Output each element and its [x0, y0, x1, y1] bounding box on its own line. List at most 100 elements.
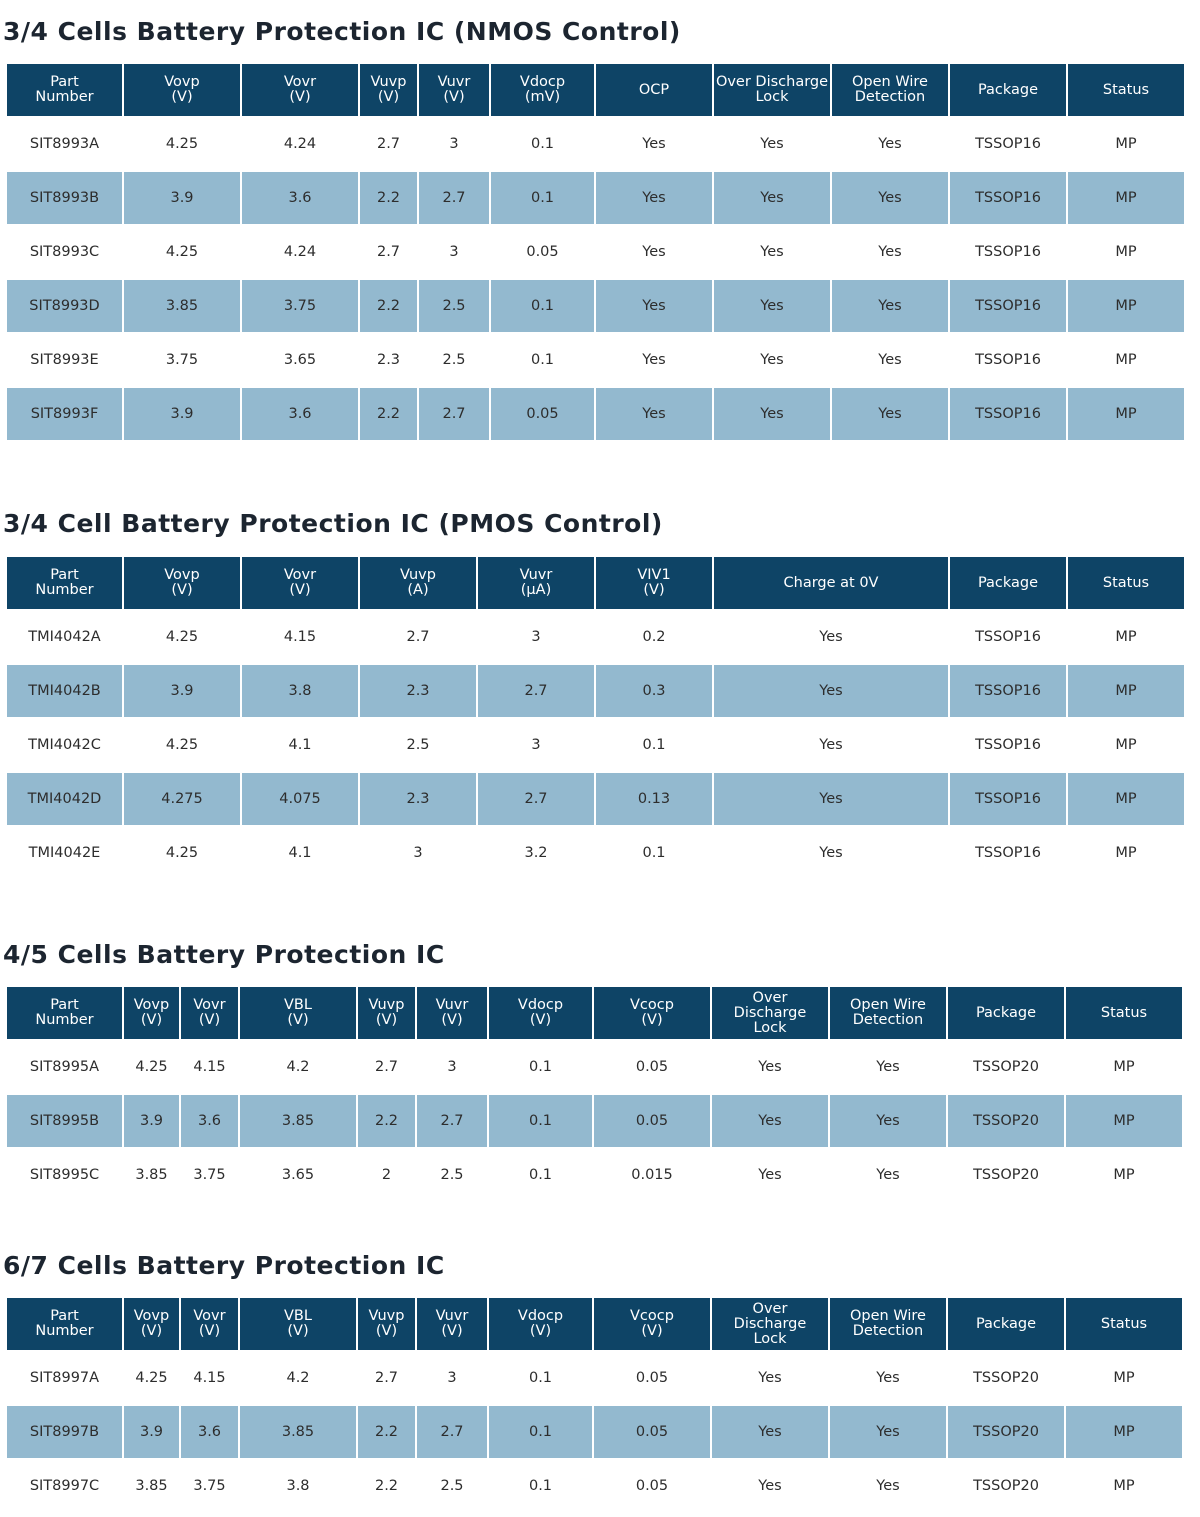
table-cell: MP [1068, 226, 1184, 278]
header-line: Part [50, 567, 79, 583]
table-cell: Yes [830, 1406, 946, 1458]
header-line: VIV1 [637, 567, 671, 583]
table-cell: Yes [714, 611, 948, 663]
table-cell: 0.1 [491, 334, 594, 386]
column-header-part: Part Number [7, 557, 122, 609]
table-cell: Yes [712, 1149, 828, 1201]
table-cell: MP [1068, 172, 1184, 224]
header-line: Part [50, 74, 79, 90]
column-header-viv1: VIV1 (V) [596, 557, 712, 609]
table-cell: 2.7 [360, 118, 417, 170]
table-cell: MP [1066, 1041, 1182, 1093]
table-cell: 3.85 [240, 1095, 356, 1147]
header-line: Number [35, 89, 94, 105]
table-cell: 3.2 [478, 827, 594, 879]
header-line: Part [50, 997, 79, 1013]
header-line: Vovp [164, 567, 200, 583]
part-number-cell: SIT8997A [7, 1352, 122, 1404]
table-cell: TSSOP16 [950, 773, 1066, 825]
header-line: Number [35, 1012, 94, 1028]
header-line: Lock [755, 89, 789, 105]
header-line: (V) [140, 1323, 163, 1339]
header-line: Vovr [283, 567, 317, 583]
table-cell: MP [1066, 1352, 1182, 1404]
table-cell: TSSOP16 [950, 118, 1066, 170]
table-cell: MP [1068, 388, 1184, 440]
table-cell: Yes [714, 719, 948, 771]
table-cell: 2.7 [358, 1041, 415, 1093]
table-cell: 3.9 [124, 172, 240, 224]
table-row: SIT8993A 4.25 4.24 2.7 3 0.1 Yes Yes Yes TSSOP16 M… [7, 118, 1184, 170]
table-cell: 0.1 [489, 1149, 592, 1201]
header-line: Package [977, 574, 1039, 591]
table-cell: Yes [714, 827, 948, 879]
table-cell: MP [1066, 1095, 1182, 1147]
header-line: VBL [284, 997, 312, 1013]
table-cell: 0.1 [491, 172, 594, 224]
table-cell: 3.8 [242, 665, 358, 717]
table-cell: TSSOP20 [948, 1406, 1064, 1458]
part-number-cell: SIT8993F [7, 388, 122, 440]
section-4-5-cells: 4/5 Cells Battery Protection IC Part Numb… [3, 942, 1182, 1201]
table-cell: Yes [832, 280, 948, 332]
part-number-cell: SIT8993B [7, 172, 122, 224]
column-header-vcocp: Vcocp (V) [594, 1298, 710, 1350]
table-row: SIT8995C 3.85 3.75 3.65 2 2.5 0.1 0.015 Yes Yes TS… [7, 1149, 1182, 1201]
spec-table: Part Number Vovp (V) Vovr (V) Vuvp (V) Vuvr (V) Vd… [5, 62, 1186, 442]
header-row: Part Number Vovp (V) Vovr (V) VBL (V) Vuvp (V) Vuv… [7, 987, 1182, 1039]
column-header-vuvr: Vuvr (V) [417, 1298, 487, 1350]
table-cell: 4.24 [242, 118, 358, 170]
table-cell: Yes [714, 172, 830, 224]
table-row: TMI4042C 4.25 4.1 2.5 3 0.1 Yes TSSOP16 MP [7, 719, 1184, 771]
table-cell: 0.1 [489, 1460, 592, 1512]
header-line: Discharge [733, 1004, 807, 1021]
table-cell: TSSOP16 [950, 334, 1066, 386]
table-row: SIT8993E 3.75 3.65 2.3 2.5 0.1 Yes Yes Yes TSSOP1… [7, 334, 1184, 386]
table-cell: 3.75 [124, 334, 240, 386]
table-cell: TSSOP20 [948, 1041, 1064, 1093]
table-cell: 4.2 [240, 1041, 356, 1093]
table-cell: MP [1068, 334, 1184, 386]
header-line: (V) [377, 89, 400, 105]
table-cell: 3.6 [242, 388, 358, 440]
table-cell: 4.1 [242, 827, 358, 879]
table-cell: 2.2 [358, 1095, 415, 1147]
table-cell: 4.24 [242, 226, 358, 278]
table-cell: Yes [832, 334, 948, 386]
header-line: Discharge [733, 1315, 807, 1332]
column-header-vdocp: Vdocp (mV) [491, 64, 594, 116]
part-number-cell: TMI4042E [7, 827, 122, 879]
table-cell: TSSOP16 [950, 611, 1066, 663]
column-header-vovr: Vovr (V) [242, 64, 358, 116]
table-row: TMI4042E 4.25 4.1 3 3.2 0.1 Yes TSSOP16 MP [7, 827, 1184, 879]
header-line: Vuvr [435, 997, 469, 1013]
header-line: (V) [529, 1012, 552, 1028]
table-cell: 0.05 [594, 1406, 710, 1458]
table-cell: TSSOP16 [950, 665, 1066, 717]
header-line: Part [50, 1308, 79, 1324]
header-row: Part Number Vovp (V) Vovr (V) Vuvp (V) Vuvr (V) Vd… [7, 64, 1184, 116]
section-title: 6/7 Cells Battery Protection IC [3, 1251, 445, 1280]
table-cell: 3 [419, 118, 489, 170]
part-number-cell: SIT8997C [7, 1460, 122, 1512]
header-line: (V) [375, 1323, 398, 1339]
table-cell: 4.25 [124, 118, 240, 170]
table-cell: Yes [596, 388, 712, 440]
spec-table: Part Number Vovp (V) Vovr (V) Vuvp (A) Vuvr (μA) V… [5, 555, 1186, 881]
section-title: 3/4 Cell Battery Protection IC (PMOS Con… [3, 509, 663, 538]
table-cell: 0.2 [596, 611, 712, 663]
table-cell: Yes [714, 280, 830, 332]
header-line: (V) [198, 1012, 221, 1028]
table-cell: 2.5 [419, 280, 489, 332]
table-cell: Yes [714, 665, 948, 717]
table-row: SIT8997B 3.9 3.6 3.85 2.2 2.7 0.1 0.05 Yes Yes TSS… [7, 1406, 1182, 1458]
column-header-over: Over Discharge Lock [712, 987, 828, 1039]
header-line: Vuvp [370, 74, 407, 90]
header-line: Vcocp [630, 997, 674, 1013]
table-cell: 2.2 [360, 172, 417, 224]
table-cell: 3.9 [124, 665, 240, 717]
header-line: Open Wire [850, 997, 926, 1013]
header-line: (V) [641, 1012, 663, 1028]
table-cell: 2.2 [360, 388, 417, 440]
table-cell: MP [1066, 1149, 1182, 1201]
